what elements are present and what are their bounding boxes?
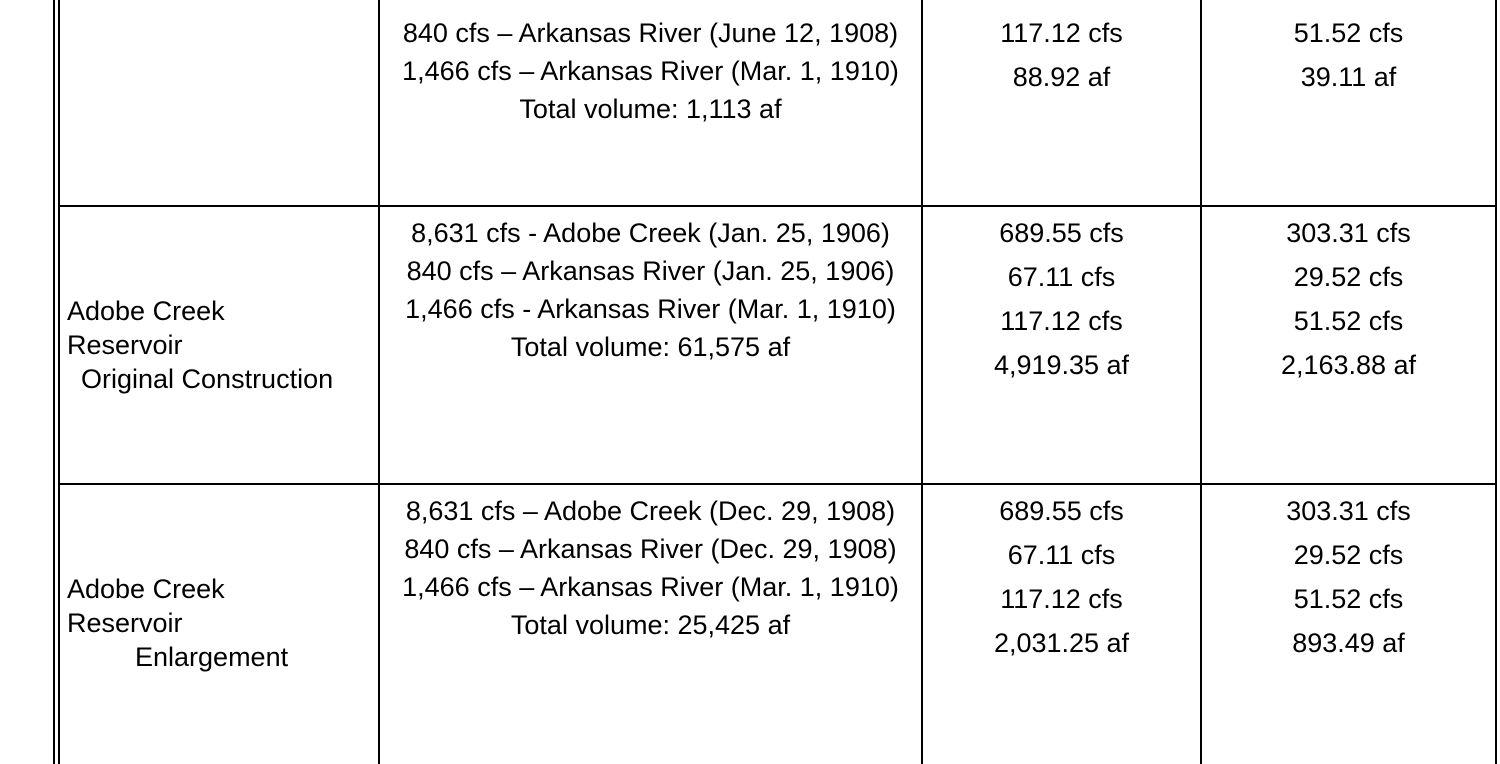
table-border-right (1495, 0, 1497, 764)
total-volume: Total volume: 25,425 af (510, 610, 791, 640)
value-cell: 51.52 cfs (1293, 584, 1404, 614)
value-cell: 117.12 cfs (1000, 306, 1123, 336)
value-column-3: 689.55 cfs 67.11 cfs 117.12 cfs 2,031.25… (923, 494, 1200, 670)
value-column-3: 117.12 cfs 88.92 af (923, 16, 1200, 104)
value-column-4: 303.31 cfs 29.52 cfs 51.52 cfs 893.49 af (1202, 494, 1495, 670)
value-cell: 117.12 cfs (1000, 18, 1123, 48)
water-right-entry: 840 cfs – Arkansas River (June 12, 1908) (402, 18, 899, 48)
total-volume: Total volume: 1,113 af (519, 94, 782, 124)
water-right-entry: 1,466 cfs – Arkansas River (Mar. 1, 1910… (402, 56, 899, 86)
value-cell: 689.55 cfs (999, 496, 1124, 526)
value-cell: 689.55 cfs (999, 218, 1124, 248)
value-cell: 893.49 af (1292, 628, 1405, 658)
total-volume: Total volume: 61,575 af (510, 332, 791, 362)
value-cell: 117.12 cfs (1000, 584, 1123, 614)
reservoir-name: Adobe Creek Reservoir Enlargement (67, 574, 289, 672)
table-row: 8,631 cfs - Adobe Creek (Jan. 25, 1906) … (380, 216, 921, 364)
water-right-entry: 1,466 cfs - Arkansas River (Mar. 1, 1910… (405, 294, 896, 324)
column-divider-3 (1200, 0, 1202, 764)
table-border-left-outer (53, 0, 55, 764)
value-cell: 67.11 cfs (1007, 540, 1116, 570)
water-right-entry: 1,466 cfs – Arkansas River (Mar. 1, 1910… (402, 572, 899, 602)
table-row: 8,631 cfs – Adobe Creek (Dec. 29, 1908) … (380, 494, 921, 642)
value-cell: 51.52 cfs (1293, 306, 1404, 336)
value-cell: 67.11 cfs (1007, 262, 1116, 292)
value-cell: 39.11 af (1300, 62, 1397, 92)
value-cell: 29.52 cfs (1293, 262, 1404, 292)
column-divider-2 (921, 0, 923, 764)
water-right-entry: 840 cfs – Arkansas River (Jan. 25, 1906) (406, 256, 895, 286)
value-cell: 88.92 af (1012, 62, 1111, 92)
water-right-entry: 8,631 cfs - Adobe Creek (Jan. 25, 1906) (411, 218, 890, 248)
value-cell: 2,163.88 af (1280, 350, 1417, 380)
value-column-4: 51.52 cfs 39.11 af (1202, 16, 1495, 104)
value-cell: 303.31 cfs (1286, 496, 1411, 526)
row-divider-2 (58, 483, 1497, 485)
value-column-3: 689.55 cfs 67.11 cfs 117.12 cfs 4,919.35… (923, 216, 1200, 392)
reservoir-name: Adobe Creek Reservoir Original Construct… (67, 296, 334, 394)
water-right-entry: 840 cfs – Arkansas River (Dec. 29, 1908) (404, 534, 897, 564)
value-cell: 2,031.25 af (993, 628, 1130, 658)
table-border-left-inner (58, 0, 60, 764)
row-divider-1 (58, 205, 1497, 207)
value-cell: 29.52 cfs (1293, 540, 1404, 570)
column-divider-1 (378, 0, 380, 764)
value-cell: 4,919.35 af (993, 350, 1130, 380)
water-right-entry: 8,631 cfs – Adobe Creek (Dec. 29, 1908) (405, 496, 896, 526)
value-column-4: 303.31 cfs 29.52 cfs 51.52 cfs 2,163.88 … (1202, 216, 1495, 392)
value-cell: 51.52 cfs (1293, 18, 1404, 48)
value-cell: 303.31 cfs (1286, 218, 1411, 248)
table-row: 840 cfs – Arkansas River (June 12, 1908)… (380, 16, 921, 126)
